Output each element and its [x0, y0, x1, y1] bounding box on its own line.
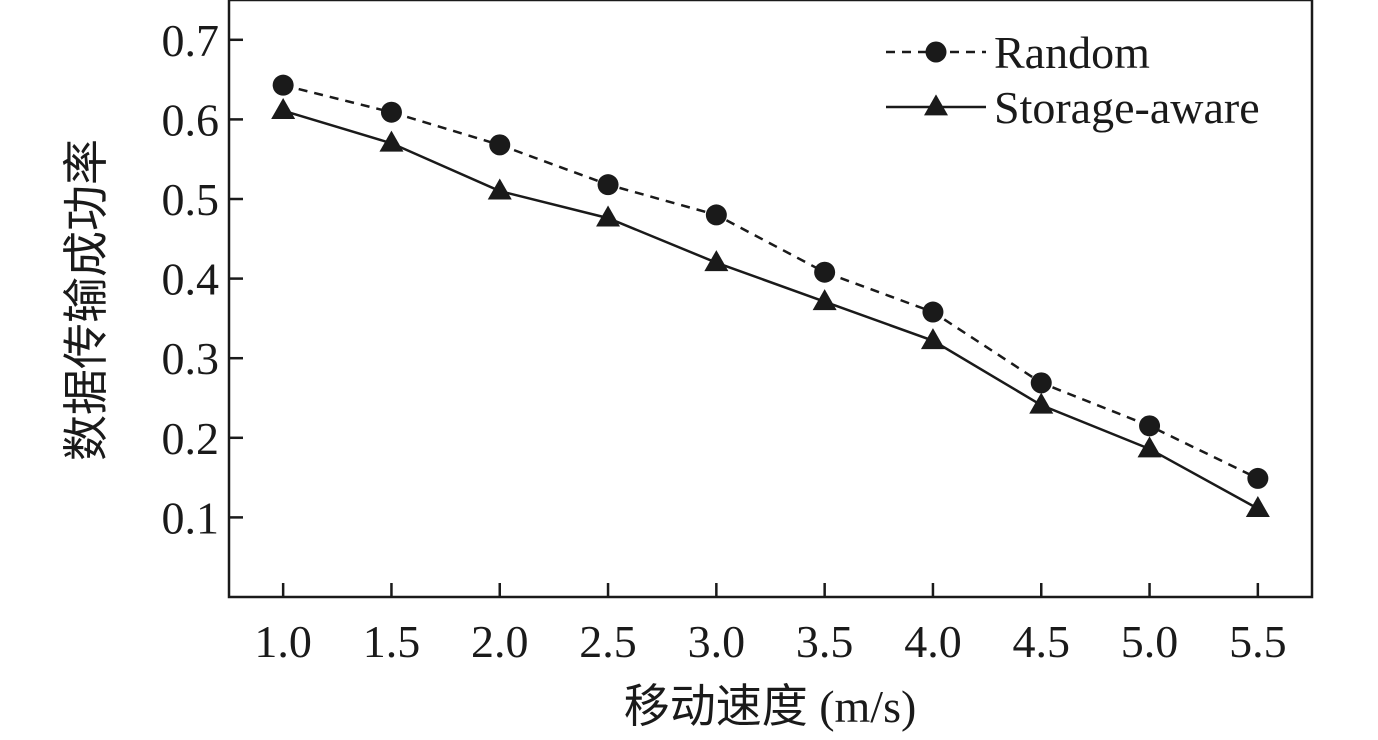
x-tick-label: 1.0	[254, 616, 312, 667]
legend-label: Storage-aware	[994, 82, 1260, 133]
legend-marker	[924, 94, 948, 116]
legend-label: Random	[994, 27, 1150, 78]
x-tick-label: 1.5	[363, 616, 421, 667]
series-line	[282, 109, 1259, 510]
x-tick-label: 2.0	[471, 616, 529, 667]
y-tick-label: 0.6	[162, 94, 220, 145]
y-tick-label: 0.7	[162, 15, 220, 66]
plot-area-frame	[227, 0, 1314, 599]
data-point	[922, 301, 944, 323]
legend-marker	[925, 41, 947, 63]
data-point	[814, 261, 836, 283]
series-1	[271, 98, 1270, 518]
data-point	[1137, 436, 1162, 458]
x-tick-label: 3.5	[796, 616, 854, 667]
series-layer	[271, 74, 1270, 518]
data-point	[271, 98, 296, 120]
legend-entry: Storage-aware	[886, 82, 1260, 133]
data-point	[1245, 496, 1270, 518]
x-tick-label: 4.0	[904, 616, 962, 667]
x-tick-label: 5.0	[1121, 616, 1179, 667]
y-axis-label: 数据传输成功率	[61, 139, 112, 461]
y-tick-label: 0.3	[162, 333, 220, 384]
data-point	[596, 205, 621, 227]
data-point	[1139, 415, 1161, 437]
x-axis-ticks: 1.0 1.5 2.0 2.5 3.0 3.5 4.0 4.5 5.0 5.5	[254, 583, 1287, 667]
data-point	[704, 250, 729, 272]
y-tick-label: 0.1	[162, 492, 220, 543]
x-tick-label: 4.5	[1013, 616, 1071, 667]
y-tick-label: 0.4	[162, 254, 220, 305]
data-point	[487, 178, 512, 200]
x-tick-label: 3.0	[688, 616, 746, 667]
x-tick-label: 2.5	[579, 616, 637, 667]
y-tick-label: 0.2	[162, 413, 220, 464]
y-axis-ticks: 0.1 0.2 0.3 0.4 0.5 0.6 0.7	[162, 15, 243, 543]
data-point	[272, 74, 294, 96]
data-point	[920, 328, 945, 350]
y-tick-label: 0.5	[162, 174, 220, 225]
legend-entry: Random	[886, 27, 1150, 78]
data-point	[380, 101, 402, 123]
x-tick-label: 5.5	[1229, 616, 1287, 667]
data-point	[1029, 392, 1054, 414]
data-point	[597, 174, 619, 196]
x-axis-label: 移动速度 (m/s)	[624, 681, 917, 732]
series-line	[282, 83, 1259, 480]
data-point	[1247, 467, 1269, 489]
data-point	[489, 134, 511, 156]
series-0	[272, 74, 1269, 489]
data-point	[705, 204, 727, 226]
data-point	[379, 130, 404, 152]
data-point	[1030, 372, 1052, 394]
data-point	[812, 289, 837, 311]
